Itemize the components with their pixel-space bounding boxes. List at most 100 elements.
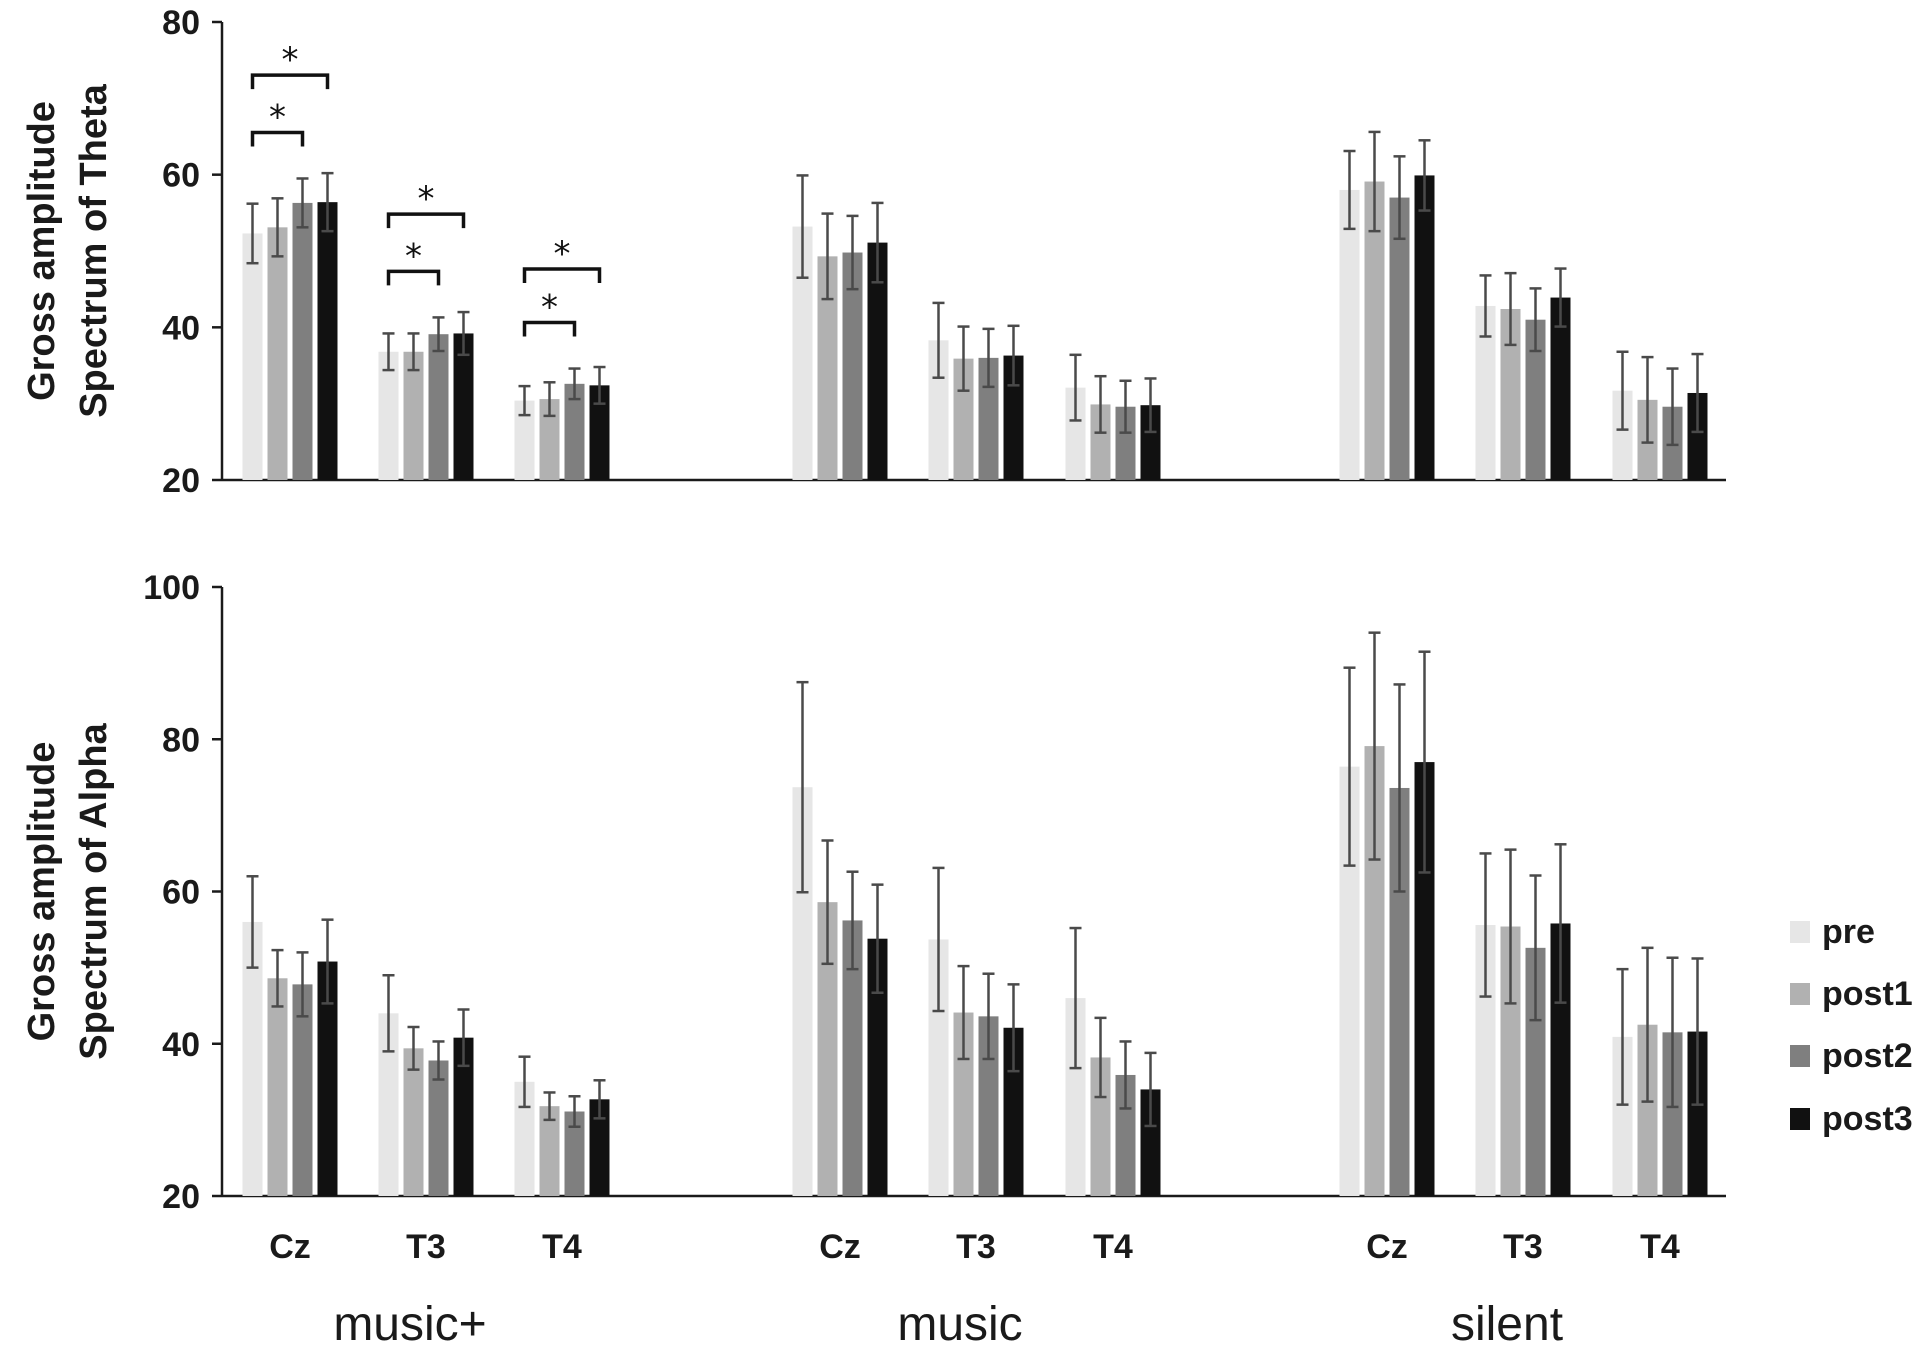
theta-y-tick-label: 80: [162, 4, 200, 42]
alpha-bar-pre: [1475, 924, 1496, 1196]
alpha-y-axis-title: Gross amplitude: [21, 742, 63, 1042]
legend-swatch-post1: [1790, 983, 1810, 1005]
theta-significance-bracket: [250, 73, 330, 90]
legend-swatch-pre: [1790, 921, 1810, 943]
alpha-bar-post2: [1115, 1074, 1136, 1196]
theta-bar-post1: [403, 351, 424, 480]
alpha-y-tick-label: 20: [162, 1178, 200, 1216]
legend-label-post1: post1: [1822, 975, 1913, 1013]
alpha-bar-post1: [1500, 926, 1521, 1196]
theta-bar-post3: [453, 333, 474, 480]
theta-bar-pre: [514, 400, 535, 480]
theta-y-tick-label: 40: [162, 309, 200, 347]
theta-bar-post2: [1525, 319, 1546, 480]
theta-bar-post1: [817, 256, 838, 480]
theta-bar-post2: [1115, 406, 1136, 480]
theta-y-axis-title: Gross amplitude: [21, 101, 63, 401]
theta-bar-pre: [928, 340, 949, 480]
theta-bar-post2: [564, 383, 585, 480]
alpha-y-tick-label: 60: [162, 874, 200, 912]
alpha-bar-post2: [428, 1060, 449, 1196]
alpha-bar-post3: [1550, 923, 1571, 1196]
theta-bar-pre: [378, 351, 399, 480]
alpha-bar-post3: [1140, 1089, 1161, 1196]
alpha-bar-pre: [514, 1081, 535, 1196]
theta-significance-bracket: [522, 267, 602, 284]
alpha-bar-post1: [1637, 1024, 1658, 1196]
theta-significance-marker: *: [541, 288, 558, 328]
x-category-label: Cz: [269, 1228, 311, 1266]
theta-bar-post1: [267, 227, 288, 480]
x-category-label: T3: [406, 1228, 446, 1266]
alpha-bar-post2: [1389, 787, 1410, 1196]
theta-bar-post3: [1003, 355, 1024, 480]
alpha-bar-pre: [792, 787, 813, 1196]
alpha-bar-post2: [1662, 1032, 1683, 1196]
alpha-bar-post3: [867, 938, 888, 1196]
legend-label-pre: pre: [1822, 913, 1875, 951]
alpha-bar-pre: [378, 1013, 399, 1196]
alpha-bar-post1: [1090, 1057, 1111, 1196]
alpha-bar-post2: [1525, 947, 1546, 1196]
theta-bar-post1: [1500, 309, 1521, 480]
alpha-bar-post3: [453, 1037, 474, 1196]
x-category-label: T4: [542, 1228, 582, 1266]
alpha-bar-pre: [1339, 766, 1360, 1196]
legend-label-post3: post3: [1822, 1100, 1913, 1138]
alpha-bar-post3: [317, 961, 338, 1196]
theta-significance-bracket: [522, 320, 577, 337]
theta-bar-post1: [1364, 181, 1385, 480]
legend-swatch-post2: [1790, 1045, 1810, 1067]
alpha-bar-post3: [1687, 1031, 1708, 1196]
theta-significance-marker: *: [554, 234, 571, 274]
theta-y-tick-label: 20: [162, 462, 200, 500]
alpha-y-tick-label: 40: [162, 1026, 200, 1064]
theta-significance-marker: *: [282, 40, 299, 80]
theta-bar-post1: [539, 399, 560, 480]
x-category-label: T4: [1640, 1228, 1680, 1266]
theta-significance-marker: *: [405, 236, 422, 276]
theta-bar-post3: [1550, 297, 1571, 480]
theta-bar-post2: [842, 252, 863, 480]
alpha-bar-post3: [1414, 762, 1435, 1196]
x-category-label: T3: [1503, 1228, 1543, 1266]
alpha-y-tick-label: 80: [162, 721, 200, 759]
theta-bar-post3: [1140, 405, 1161, 480]
theta-bar-post3: [1414, 175, 1435, 480]
theta-significance-bracket: [386, 212, 466, 229]
theta-y-axis-title: Spectrum of Theta: [73, 83, 115, 417]
theta-bar-post3: [317, 202, 338, 480]
alpha-bar-post2: [978, 1016, 999, 1196]
theta-bar-post1: [1090, 404, 1111, 480]
alpha-bar-pre: [1065, 998, 1086, 1196]
x-category-label: Cz: [1366, 1228, 1408, 1266]
alpha-bar-post1: [817, 902, 838, 1196]
x-category-label: Cz: [819, 1228, 861, 1266]
theta-bar-post3: [589, 385, 610, 480]
theta-bar-post2: [292, 202, 313, 480]
theta-bar-pre: [1065, 387, 1086, 480]
alpha-y-tick-label: 100: [143, 569, 200, 607]
theta-bar-post2: [978, 357, 999, 480]
alpha-bar-post2: [842, 920, 863, 1196]
alpha-bar-pre: [242, 921, 263, 1196]
alpha-bar-post1: [267, 978, 288, 1196]
x-category-label: T4: [1093, 1228, 1133, 1266]
alpha-bar-post1: [539, 1106, 560, 1196]
theta-bar-pre: [792, 226, 813, 480]
theta-bar-post2: [428, 334, 449, 480]
theta-bar-pre: [1339, 189, 1360, 480]
alpha-bar-pre: [928, 939, 949, 1196]
theta-bar-pre: [242, 233, 263, 480]
theta-bar-pre: [1612, 390, 1633, 480]
theta-significance-bracket: [250, 130, 305, 147]
theta-bar-pre: [1475, 305, 1496, 480]
legend-label-post2: post2: [1822, 1037, 1913, 1075]
legend-swatch-post3: [1790, 1108, 1810, 1130]
alpha-y-axis-title: Spectrum of Alpha: [73, 722, 115, 1059]
theta-significance-marker: *: [269, 97, 286, 137]
alpha-bar-post2: [292, 984, 313, 1196]
theta-bar-post2: [1389, 197, 1410, 481]
group-label-0: music+: [333, 1298, 486, 1350]
